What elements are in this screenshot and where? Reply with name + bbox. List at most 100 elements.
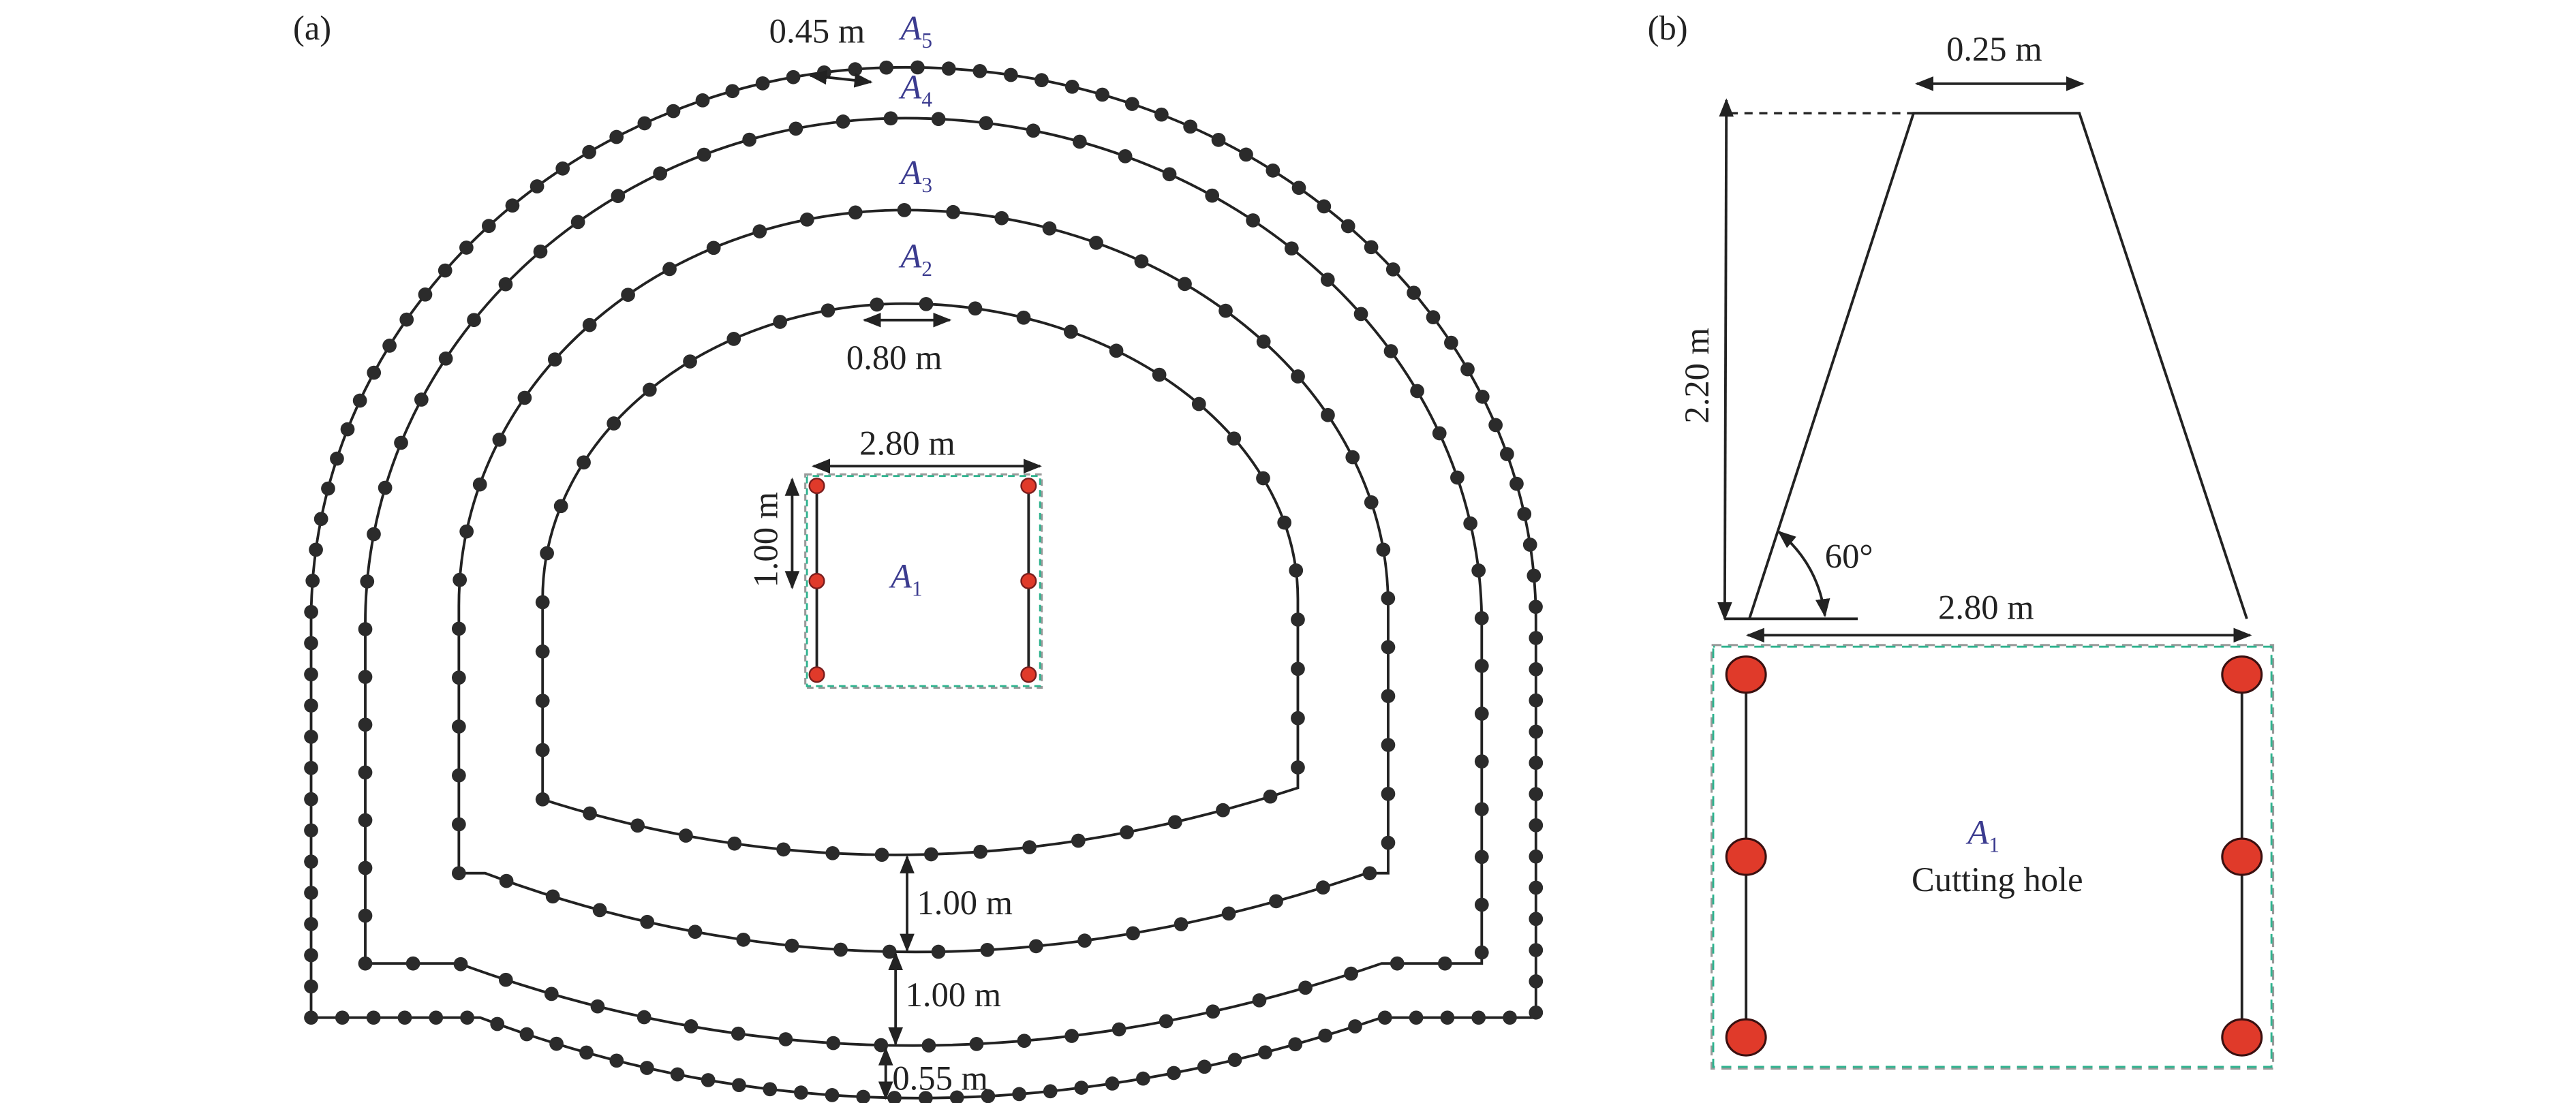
blast-hole xyxy=(397,1010,412,1025)
blast-hole xyxy=(1529,1005,1544,1020)
blast-hole xyxy=(870,297,885,312)
blast-hole xyxy=(706,240,721,255)
blast-hole xyxy=(684,1019,699,1034)
cut-hole xyxy=(2221,1018,2263,1057)
blast-hole xyxy=(1437,956,1452,971)
cut-hole xyxy=(2221,655,2263,694)
blast-hole xyxy=(825,1088,840,1102)
blast-hole xyxy=(1205,188,1220,203)
blast-hole xyxy=(1105,1076,1120,1091)
blast-hole xyxy=(1197,1059,1212,1074)
blast-hole xyxy=(545,889,560,904)
contour-a3 xyxy=(457,208,1390,954)
contour-label-a2: A2 xyxy=(898,237,932,281)
cut-holes-a xyxy=(808,478,1037,683)
blast-hole xyxy=(1152,367,1167,382)
blast-hole xyxy=(358,670,373,684)
blast-hole xyxy=(1064,79,1079,94)
blast-hole xyxy=(637,116,652,131)
blast-hole xyxy=(931,944,946,959)
blast-hole xyxy=(1529,693,1544,708)
blast-hole xyxy=(919,296,934,311)
blast-hole xyxy=(1211,133,1226,147)
blast-hole xyxy=(498,972,513,987)
blast-hole xyxy=(1291,662,1305,677)
blast-hole xyxy=(1042,221,1057,236)
blast-hole xyxy=(1410,384,1424,399)
blast-hole xyxy=(304,698,318,713)
blast-hole xyxy=(1109,343,1124,358)
blast-hole xyxy=(1277,515,1292,530)
blast-hole xyxy=(1120,825,1134,840)
blast-hole xyxy=(1340,219,1355,234)
blast-hole xyxy=(1377,1010,1392,1025)
blast-hole xyxy=(1509,476,1524,491)
blast-hole xyxy=(1016,310,1031,325)
blast-hole xyxy=(535,644,550,659)
blast-hole xyxy=(535,743,550,758)
blast-hole xyxy=(742,132,756,147)
cut-area-b-outline-teal xyxy=(1712,645,2273,1068)
blast-hole xyxy=(304,604,318,619)
blast-hole xyxy=(1471,1010,1486,1025)
blast-hole xyxy=(630,818,645,833)
blast-hole xyxy=(921,1038,936,1053)
blast-hole xyxy=(611,189,626,204)
blast-hole xyxy=(1529,974,1544,989)
blast-hole xyxy=(981,1089,996,1103)
blast-hole xyxy=(1529,912,1544,927)
blast-hole xyxy=(304,823,318,838)
cut-label-b-a1: A1 xyxy=(1965,813,1999,856)
blast-hole xyxy=(1258,1045,1272,1060)
blast-hole xyxy=(358,908,373,923)
blast-hole xyxy=(607,416,622,431)
blast-hole xyxy=(670,1067,685,1082)
blast-hole xyxy=(640,914,655,929)
blast-hole xyxy=(1074,1081,1089,1095)
angle-arc xyxy=(1777,530,1830,618)
blast-hole xyxy=(535,694,550,708)
blast-hole xyxy=(856,1089,871,1103)
blast-hole xyxy=(1376,542,1391,557)
blast-hole xyxy=(1503,1010,1517,1025)
blast-hole xyxy=(1474,850,1489,865)
blast-hole xyxy=(637,1010,651,1025)
blast-hole xyxy=(1460,362,1475,377)
blast-hole xyxy=(833,942,848,957)
blast-hole xyxy=(1034,73,1049,88)
blast-hole xyxy=(1529,943,1544,957)
blast-hole xyxy=(367,527,381,542)
dim-height-arrow xyxy=(1717,98,1734,621)
blast-hole xyxy=(731,1026,746,1041)
blast-hole xyxy=(918,1091,933,1103)
blast-hole xyxy=(1026,123,1041,138)
blast-hole xyxy=(968,301,983,316)
blast-hole xyxy=(540,546,554,561)
blast-hole xyxy=(874,848,889,863)
blast-hole xyxy=(1134,254,1149,268)
blast-hole xyxy=(1320,273,1335,287)
blast-hole xyxy=(1071,833,1086,848)
blast-hole xyxy=(1089,236,1103,250)
blast-hole xyxy=(1298,980,1313,995)
blast-hole xyxy=(451,768,466,783)
blast-hole xyxy=(304,636,318,651)
blast-hole xyxy=(399,312,414,327)
contour-a5 xyxy=(309,65,1537,1100)
blast-hole xyxy=(358,622,373,636)
blast-hole xyxy=(924,847,938,862)
blast-hole xyxy=(969,1037,984,1051)
blast-hole xyxy=(683,354,697,369)
blast-hole xyxy=(1500,447,1514,461)
blast-hole xyxy=(732,1078,746,1093)
blast-hole xyxy=(459,240,474,255)
blast-hole xyxy=(358,717,373,732)
blast-hole xyxy=(414,392,429,407)
blast-hole xyxy=(472,477,487,492)
blast-hole xyxy=(459,524,474,539)
blast-hole xyxy=(451,719,466,734)
blast-hole xyxy=(382,339,397,353)
blast-hole xyxy=(1381,640,1396,655)
blast-hole xyxy=(1407,285,1421,300)
blast-hole xyxy=(1256,471,1270,486)
